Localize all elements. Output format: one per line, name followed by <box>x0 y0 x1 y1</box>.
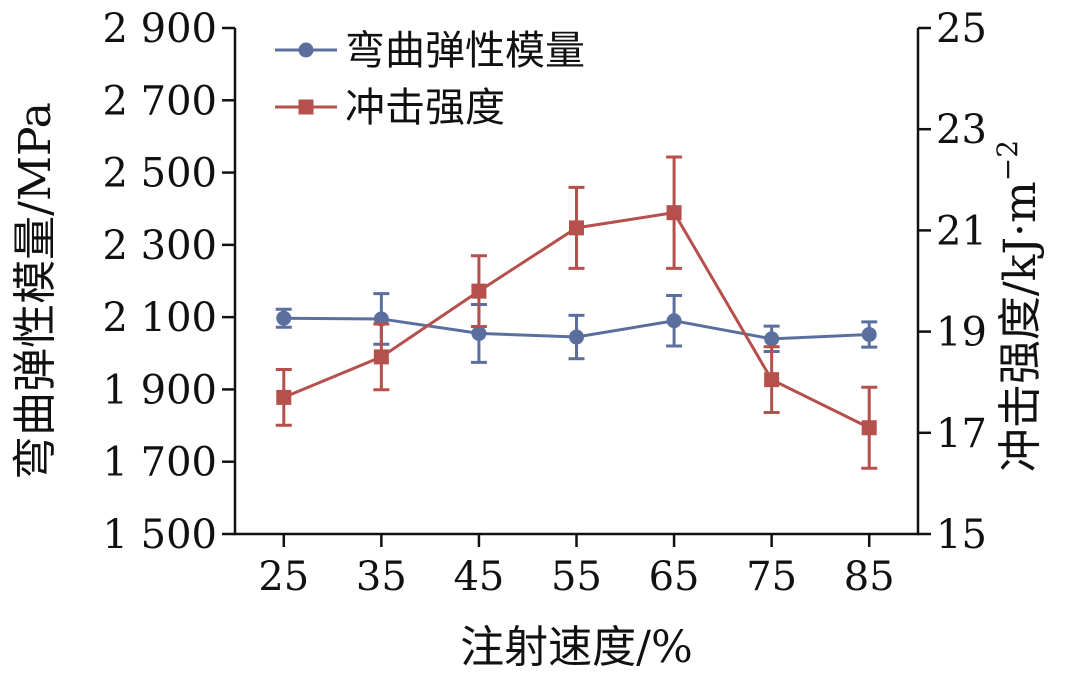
legend-label: 冲击强度 <box>345 85 505 131</box>
y-right-tick-label: 21 <box>936 208 987 254</box>
y-right-tick-label: 23 <box>936 107 987 153</box>
x-tick-label: 25 <box>258 554 309 600</box>
x-tick-label: 35 <box>356 554 407 600</box>
data-point <box>276 310 292 326</box>
data-point <box>764 372 780 388</box>
y-right-tick-label: 15 <box>936 512 987 558</box>
data-point <box>764 331 780 347</box>
x-tick-label: 55 <box>551 554 602 600</box>
y-right-axis-title-superscript: −2 <box>991 140 1024 181</box>
data-point <box>861 420 877 436</box>
y-left-tick-label: 2 700 <box>102 78 217 124</box>
y-left-tick-label: 2 300 <box>102 223 217 269</box>
series-1 <box>275 292 878 364</box>
y-right-axis-title-main: 冲击强度/kJ·m <box>995 181 1046 472</box>
axis-titles: 注射速度/% 弯曲弹性模量/MPa 冲击强度/kJ·m−2 <box>10 102 1046 673</box>
data-point <box>861 326 877 342</box>
y-left-tick-label: 1 500 <box>102 512 217 558</box>
data-point <box>471 283 487 299</box>
data-point <box>569 329 584 345</box>
data-point <box>471 325 487 341</box>
legend-marker <box>298 99 314 115</box>
data-point <box>666 313 682 329</box>
x-axis-title: 注射速度/% <box>460 622 693 673</box>
legend-label: 弯曲弹性模量 <box>345 28 585 74</box>
data-point <box>276 389 292 405</box>
data-point <box>373 349 389 365</box>
y-left-axis-title: 弯曲弹性模量/MPa <box>10 102 61 480</box>
axes-frame <box>233 28 920 536</box>
legend-marker <box>298 42 314 58</box>
x-tick-label: 75 <box>746 554 797 600</box>
y-left-tick-label: 2 900 <box>102 6 217 52</box>
y-left-tick-label: 1 900 <box>102 367 217 413</box>
y-right-axis-title: 冲击强度/kJ·m−2 <box>991 140 1046 472</box>
y-right-tick-label: 19 <box>936 310 987 356</box>
y-right-tick-label: 25 <box>936 6 987 52</box>
y-left-tick-label: 1 700 <box>102 440 217 486</box>
axes: 1 500 1 700 1 900 2 100 2 300 2 500 2 700 2 900… <box>102 6 986 600</box>
data-point <box>569 220 584 236</box>
series-2 <box>275 155 878 470</box>
y-left-tick-label: 2 100 <box>102 295 217 341</box>
x-tick-label: 45 <box>453 554 504 600</box>
y-right-tick-label: 17 <box>936 411 987 457</box>
data-point <box>666 205 682 221</box>
x-tick-label: 65 <box>649 554 700 600</box>
series-group <box>275 155 878 470</box>
y-left-tick-label: 2 500 <box>102 151 217 197</box>
x-tick-label: 85 <box>844 554 895 600</box>
